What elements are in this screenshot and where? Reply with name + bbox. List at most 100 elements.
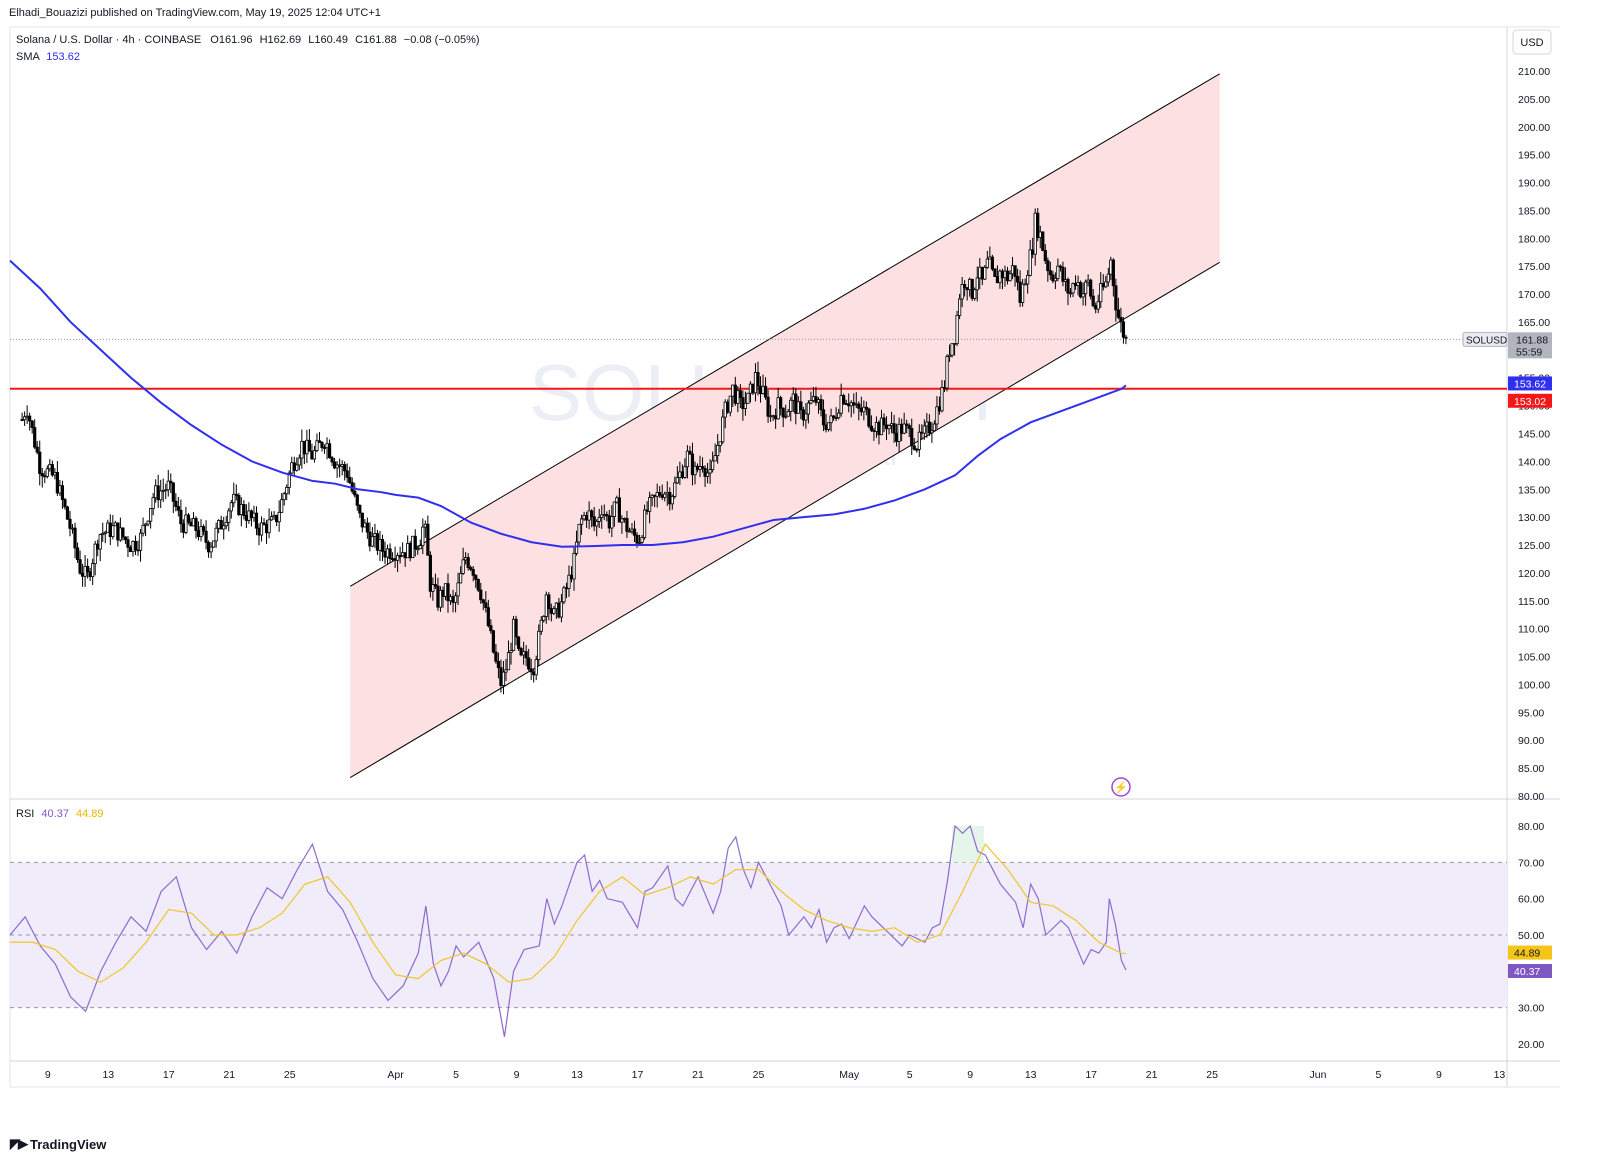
candle-body	[680, 471, 684, 478]
candle	[524, 645, 528, 667]
time-tick-label: 21	[1146, 1069, 1158, 1081]
candle	[217, 519, 221, 534]
time-tick-label: 13	[571, 1069, 583, 1081]
candle	[179, 499, 183, 533]
candle-body	[156, 485, 160, 501]
candle-body	[522, 651, 526, 656]
time-tick-label: 13	[102, 1069, 114, 1081]
candle-body	[905, 423, 909, 426]
candle-body	[53, 472, 57, 476]
channel-upper-line	[349, 73, 1220, 587]
candle	[370, 527, 375, 548]
candle-body	[983, 267, 987, 280]
candle-body	[867, 408, 871, 427]
candle-body	[86, 565, 90, 573]
candle	[670, 494, 674, 510]
candle	[537, 624, 541, 666]
candle-body	[302, 440, 306, 455]
candle-body	[809, 400, 813, 404]
candle-body	[292, 462, 296, 471]
candle	[98, 533, 102, 562]
candle-body	[743, 402, 747, 409]
candle	[529, 658, 533, 681]
candle	[171, 482, 175, 514]
rsi-tick-label: 80.00	[1518, 821, 1544, 833]
candle-body	[1010, 265, 1015, 275]
candle	[212, 540, 216, 548]
candle-body	[711, 460, 715, 471]
candle	[108, 514, 112, 546]
candle-body	[222, 525, 226, 530]
currency-button[interactable]	[1512, 29, 1552, 55]
candle-body	[1096, 301, 1100, 310]
candle-body	[451, 596, 455, 603]
candle	[65, 505, 70, 520]
candle	[86, 558, 90, 579]
sma-legend[interactable]: SMA 153.62	[16, 51, 80, 63]
candle-body	[821, 409, 826, 426]
candle-body	[101, 533, 105, 536]
candle-body	[169, 480, 173, 484]
candle-body	[915, 448, 919, 451]
candle-body	[489, 625, 493, 632]
candle-body	[1124, 336, 1128, 339]
candle	[96, 539, 100, 557]
candle-body	[418, 545, 422, 550]
candle-body	[353, 490, 357, 496]
candle	[252, 505, 256, 522]
candle	[201, 524, 206, 536]
candle-body	[88, 571, 92, 578]
candle	[166, 469, 170, 497]
tradingview-logo[interactable]: ◤▶ TradingView	[10, 1136, 106, 1152]
legend-open: O161.96	[210, 34, 252, 46]
candle-body	[1068, 292, 1073, 295]
candle-body	[224, 521, 228, 527]
candle	[373, 523, 377, 548]
candle	[154, 479, 158, 503]
candle-body	[257, 527, 261, 536]
candle-body	[267, 519, 271, 534]
candle-body	[45, 468, 49, 477]
sma-price-tag-text: 153.62	[1514, 378, 1546, 390]
legend-high-label: H	[259, 34, 268, 46]
candle	[433, 573, 438, 589]
candle-body	[587, 510, 591, 521]
candle-body	[549, 608, 553, 614]
candle	[642, 504, 647, 540]
candle-body	[516, 636, 521, 649]
candle-body	[862, 406, 866, 413]
candle-body	[567, 574, 571, 589]
candle-body	[607, 515, 611, 529]
candle-body	[201, 526, 206, 532]
candle	[385, 544, 390, 565]
candle	[33, 419, 37, 450]
candle-body	[695, 465, 700, 471]
candle-body	[428, 554, 432, 592]
candle-body	[448, 596, 453, 602]
candle	[1021, 279, 1025, 307]
candle-body	[917, 431, 921, 450]
rsi-tick-label: 60.00	[1518, 894, 1544, 906]
candle	[685, 445, 690, 479]
candle	[932, 420, 937, 432]
candle-body	[1101, 283, 1105, 288]
candle	[600, 505, 604, 529]
candle	[70, 524, 75, 534]
candle-body	[123, 536, 128, 541]
candle	[229, 499, 233, 519]
rsi-legend[interactable]: RSI 40.37 44.89	[16, 808, 104, 820]
candle-body	[907, 424, 911, 429]
legend-symbol[interactable]: Solana / U.S. Dollar · 4h · COINBASE	[16, 34, 202, 46]
candle	[262, 518, 266, 526]
candle-body	[925, 421, 929, 427]
candle-body	[799, 401, 803, 411]
candle	[486, 599, 490, 628]
candle-body	[612, 501, 616, 518]
candle	[466, 553, 470, 571]
candle	[20, 412, 24, 422]
candle-body	[947, 354, 952, 358]
candle-body	[579, 518, 584, 525]
candle-body	[844, 403, 848, 406]
candle	[960, 276, 964, 308]
